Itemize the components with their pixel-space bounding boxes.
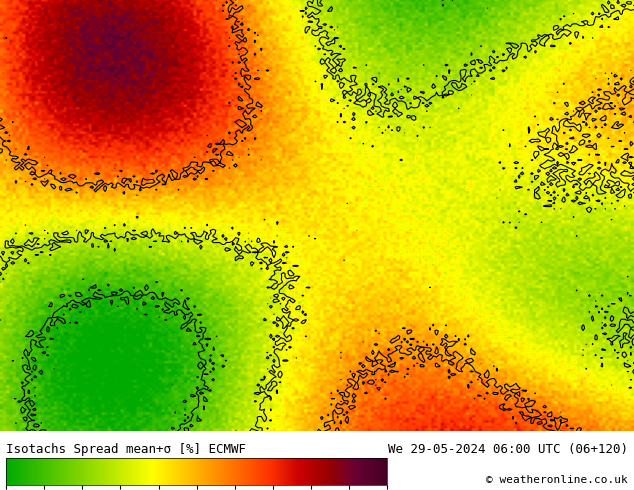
Text: We 29-05-2024 06:00 UTC (06+120): We 29-05-2024 06:00 UTC (06+120) [387,443,628,457]
Text: Isotachs Spread mean+σ [%] ECMWF: Isotachs Spread mean+σ [%] ECMWF [6,443,247,457]
Text: © weatheronline.co.uk: © weatheronline.co.uk [486,475,628,485]
